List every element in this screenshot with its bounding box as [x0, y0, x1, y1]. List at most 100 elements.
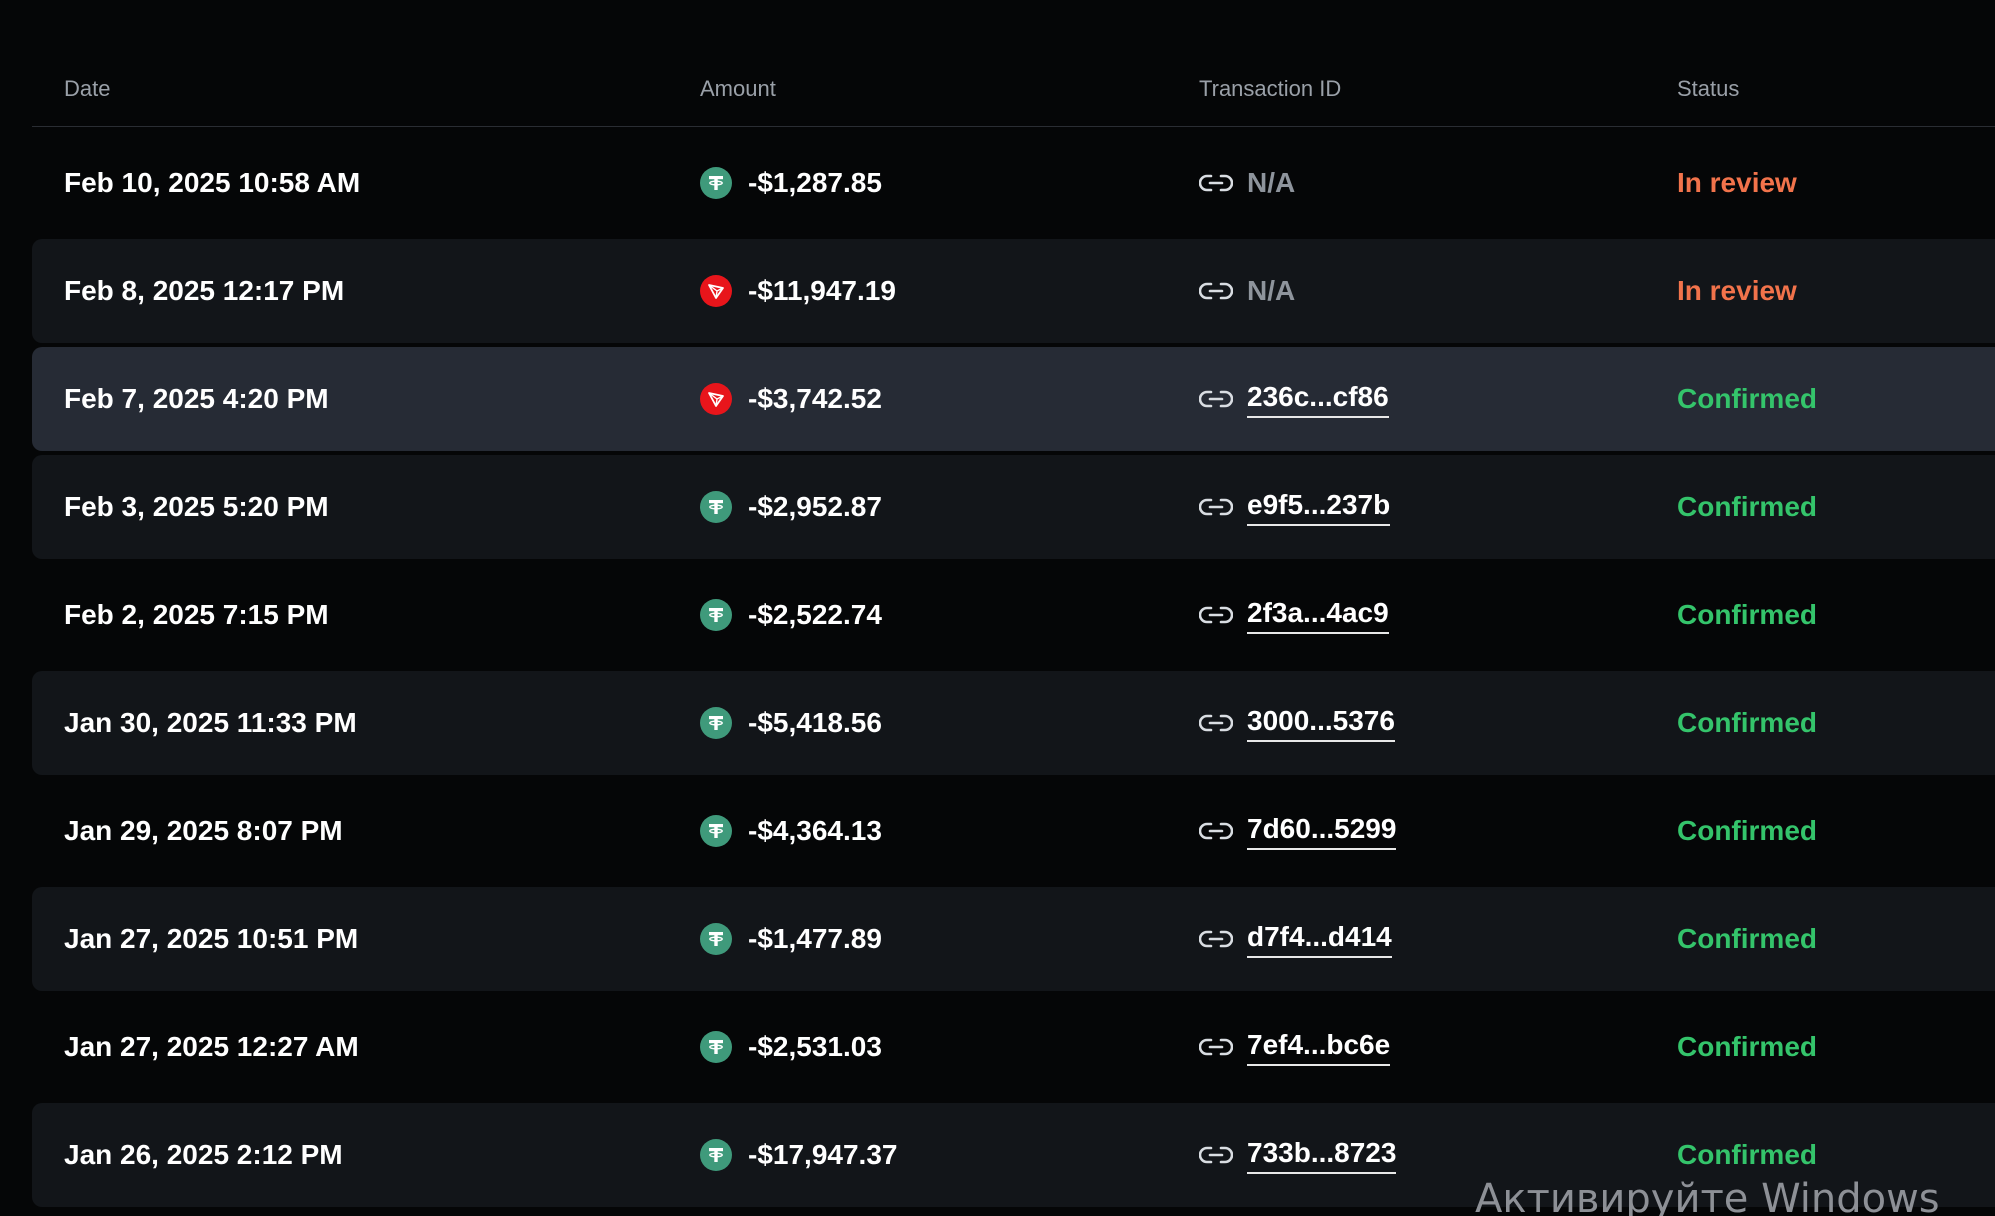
transaction-id-cell: 733b...8723: [1199, 1103, 1397, 1207]
transactions-table: Date Amount Transaction ID Status Feb 10…: [32, 50, 1995, 1207]
windows-activation-watermark: Активируйте Windows: [1475, 1176, 1940, 1216]
tether-icon: [700, 167, 732, 199]
table-row[interactable]: Jan 27, 2025 12:27 AM -$2,531.03 7ef4...…: [32, 995, 1995, 1099]
transaction-id-text: N/A: [1247, 275, 1296, 306]
status-badge: Confirmed: [1677, 923, 1817, 954]
date-text: Feb 8, 2025 12:17 PM: [64, 275, 345, 306]
status-badge: Confirmed: [1677, 707, 1817, 738]
status-cell: In review: [1677, 131, 1797, 235]
link-icon: [1199, 822, 1233, 840]
date-text: Jan 27, 2025 10:51 PM: [64, 923, 359, 954]
tether-icon: [700, 923, 732, 955]
date-cell: Jan 29, 2025 8:07 PM: [64, 779, 343, 883]
tether-icon: [700, 707, 732, 739]
amount-text: -$2,531.03: [748, 1031, 882, 1062]
transaction-id-cell: N/A: [1199, 239, 1295, 343]
link-icon: [1199, 390, 1233, 408]
date-cell: Jan 30, 2025 11:33 PM: [64, 671, 357, 775]
table-row[interactable]: Feb 3, 2025 5:20 PM -$2,952.87 e9f5...23…: [32, 455, 1995, 559]
status-cell: Confirmed: [1677, 347, 1817, 451]
amount-cell: -$2,952.87: [700, 455, 882, 559]
status-cell: Confirmed: [1677, 671, 1817, 775]
date-text: Jan 30, 2025 11:33 PM: [64, 707, 357, 738]
date-cell: Jan 27, 2025 10:51 PM: [64, 887, 358, 991]
amount-cell: -$1,477.89: [700, 887, 882, 991]
amount-cell: -$1,287.85: [700, 131, 882, 235]
transaction-id-link[interactable]: 236c...cf86: [1247, 381, 1389, 418]
amount-cell: -$2,522.74: [700, 563, 882, 667]
amount-cell: -$4,364.13: [700, 779, 882, 883]
tron-icon: [700, 383, 732, 415]
status-cell: Confirmed: [1677, 995, 1817, 1099]
date-text: Jan 26, 2025 2:12 PM: [64, 1139, 343, 1170]
amount-cell: -$2,531.03: [700, 995, 882, 1099]
transaction-id-link[interactable]: e9f5...237b: [1247, 489, 1391, 526]
amount-text: -$2,522.74: [748, 599, 882, 630]
amount-cell: -$17,947.37: [700, 1103, 897, 1207]
column-header-status[interactable]: Status: [1677, 76, 1740, 101]
status-cell: Confirmed: [1677, 887, 1817, 991]
link-icon: [1199, 606, 1233, 624]
table-header: Date Amount Transaction ID Status: [32, 50, 1995, 127]
link-icon: [1199, 1146, 1233, 1164]
date-cell: Feb 8, 2025 12:17 PM: [64, 239, 344, 343]
tron-icon: [700, 275, 732, 307]
column-header-amount[interactable]: Amount: [700, 76, 776, 101]
link-icon: [1199, 714, 1233, 732]
transaction-id-text: N/A: [1247, 167, 1296, 198]
amount-cell: -$11,947.19: [700, 239, 896, 343]
status-badge: Confirmed: [1677, 815, 1817, 846]
tether-icon: [700, 815, 732, 847]
table-row[interactable]: Jan 27, 2025 10:51 PM -$1,477.89 d7f4...…: [32, 887, 1995, 991]
table-row[interactable]: Feb 8, 2025 12:17 PM -$11,947.19 N/A In …: [32, 239, 1995, 343]
transaction-id-cell: e9f5...237b: [1199, 455, 1391, 559]
table-body: Feb 10, 2025 10:58 AM -$1,287.85 N/A In …: [32, 131, 1995, 1207]
transaction-id-cell: 2f3a...4ac9: [1199, 563, 1389, 667]
date-cell: Jan 26, 2025 2:12 PM: [64, 1103, 343, 1207]
table-row[interactable]: Feb 7, 2025 4:20 PM -$3,742.52 236c...cf…: [32, 347, 1995, 451]
status-badge: Confirmed: [1677, 1031, 1817, 1062]
transaction-id-link[interactable]: 7ef4...bc6e: [1247, 1029, 1391, 1066]
transaction-id-cell: d7f4...d414: [1199, 887, 1392, 991]
date-cell: Feb 7, 2025 4:20 PM: [64, 347, 329, 451]
link-icon: [1199, 1038, 1233, 1056]
transaction-id-link[interactable]: d7f4...d414: [1247, 921, 1392, 958]
amount-cell: -$5,418.56: [700, 671, 882, 775]
date-text: Feb 10, 2025 10:58 AM: [64, 167, 361, 198]
transaction-id-link[interactable]: 733b...8723: [1247, 1137, 1397, 1174]
date-cell: Feb 10, 2025 10:58 AM: [64, 131, 360, 235]
column-header-date[interactable]: Date: [64, 76, 111, 101]
tether-icon: [700, 491, 732, 523]
status-badge: Confirmed: [1677, 599, 1817, 630]
amount-text: -$4,364.13: [748, 815, 882, 846]
date-text: Feb 3, 2025 5:20 PM: [64, 491, 329, 522]
transaction-id-cell: 7ef4...bc6e: [1199, 995, 1391, 1099]
table-row[interactable]: Feb 2, 2025 7:15 PM -$2,522.74 2f3a...4a…: [32, 563, 1995, 667]
date-cell: Feb 2, 2025 7:15 PM: [64, 563, 329, 667]
status-badge: Confirmed: [1677, 491, 1817, 522]
status-cell: Confirmed: [1677, 1103, 1817, 1207]
transaction-id-link[interactable]: 7d60...5299: [1247, 813, 1397, 850]
amount-text: -$2,952.87: [748, 491, 882, 522]
status-cell: Confirmed: [1677, 563, 1817, 667]
status-badge: In review: [1677, 167, 1797, 198]
date-cell: Feb 3, 2025 5:20 PM: [64, 455, 329, 559]
status-cell: In review: [1677, 239, 1797, 343]
status-badge: Confirmed: [1677, 383, 1817, 414]
status-badge: In review: [1677, 275, 1797, 306]
table-row[interactable]: Jan 29, 2025 8:07 PM -$4,364.13 7d60...5…: [32, 779, 1995, 883]
link-icon: [1199, 174, 1233, 192]
column-header-transaction-id[interactable]: Transaction ID: [1199, 76, 1342, 101]
transaction-id-link[interactable]: 3000...5376: [1247, 705, 1395, 742]
link-icon: [1199, 498, 1233, 516]
date-text: Jan 29, 2025 8:07 PM: [64, 815, 343, 846]
transaction-id-link[interactable]: 2f3a...4ac9: [1247, 597, 1389, 634]
table-row[interactable]: Jan 26, 2025 2:12 PM -$17,947.37 733b...…: [32, 1103, 1995, 1207]
table-row[interactable]: Jan 30, 2025 11:33 PM -$5,418.56 3000...…: [32, 671, 1995, 775]
amount-text: -$17,947.37: [748, 1139, 898, 1170]
tether-icon: [700, 1031, 732, 1063]
status-cell: Confirmed: [1677, 455, 1817, 559]
tether-icon: [700, 1139, 732, 1171]
table-row[interactable]: Feb 10, 2025 10:58 AM -$1,287.85 N/A In …: [32, 131, 1995, 235]
